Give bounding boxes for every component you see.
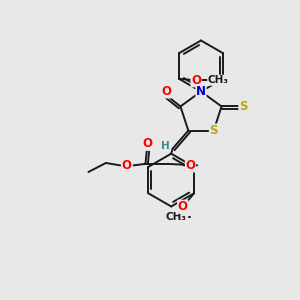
Text: CH₃: CH₃ [208, 75, 229, 85]
Text: O: O [191, 74, 201, 87]
Text: O: O [178, 200, 188, 213]
Text: N: N [196, 85, 206, 98]
Text: H: H [161, 141, 170, 151]
Text: O: O [122, 159, 132, 172]
Text: S: S [239, 100, 248, 113]
Text: O: O [178, 205, 188, 218]
Text: CH₃: CH₃ [166, 212, 187, 222]
Text: O: O [142, 137, 152, 150]
Text: O: O [161, 85, 171, 98]
Text: S: S [209, 124, 218, 137]
Text: O: O [185, 159, 196, 172]
